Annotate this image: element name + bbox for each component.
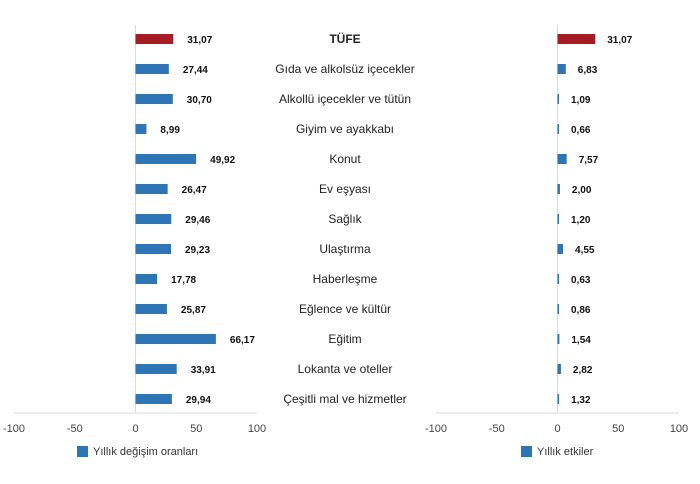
x-tick-label: -50: [67, 423, 83, 435]
x-tick-label: 50: [612, 423, 624, 435]
bar: [557, 184, 560, 194]
data-label: 7,57: [579, 155, 599, 166]
x-tick-label: -50: [489, 423, 505, 435]
category-label: Haberleşme: [313, 272, 378, 286]
category-label: Eğitim: [328, 332, 361, 346]
data-label: 29,23: [185, 245, 210, 256]
bar: [135, 64, 169, 74]
data-label: 2,00: [572, 185, 592, 196]
legend-label: Yıllık değişim oranları: [93, 446, 198, 458]
bar: [557, 124, 559, 134]
category-label: Sağlık: [328, 212, 362, 226]
data-label: 30,70: [187, 95, 212, 106]
bar: [557, 244, 564, 254]
x-tick-label: -100: [425, 423, 447, 435]
category-label: Alkollü içecekler ve tütün: [279, 92, 411, 106]
data-label: 31,07: [607, 35, 632, 46]
data-label: 26,47: [182, 185, 207, 196]
bar: [557, 64, 566, 74]
category-label: Ev eşyası: [319, 182, 371, 196]
data-label: 25,87: [181, 305, 206, 316]
bar: [135, 184, 168, 194]
data-label: 1,20: [571, 215, 591, 226]
category-label: Giyim ve ayakkabı: [296, 122, 394, 136]
bar: [557, 34, 596, 44]
x-tick-label: 0: [132, 423, 138, 435]
data-label: 0,66: [571, 125, 591, 136]
x-tick-label: 0: [554, 423, 560, 435]
x-tick-label: 100: [670, 423, 688, 435]
data-label: 1,54: [571, 335, 591, 346]
bar: [135, 214, 172, 224]
x-tick-label: -100: [3, 423, 25, 435]
x-tick-label: 100: [248, 423, 266, 435]
bar: [135, 334, 216, 344]
category-label: Çeşitli mal ve hizmetler: [283, 392, 406, 406]
data-label: 8,99: [160, 125, 180, 136]
bar: [135, 94, 173, 104]
legend-swatch: [77, 446, 88, 457]
data-label: 66,17: [230, 335, 255, 346]
bar: [135, 34, 174, 44]
data-label: 6,83: [578, 65, 598, 76]
x-tick-label: 50: [190, 423, 202, 435]
bar: [135, 364, 177, 374]
data-label: 29,94: [186, 395, 211, 406]
bar: [135, 304, 167, 314]
bar: [557, 394, 560, 404]
data-label: 0,86: [571, 305, 591, 316]
bar: [557, 334, 560, 344]
data-label: 29,46: [185, 215, 210, 226]
bar: [557, 154, 567, 164]
category-label: TÜFE: [329, 31, 360, 46]
category-label: Ulaştırma: [319, 242, 371, 256]
category-label: Eğlence ve kültür: [299, 302, 391, 316]
bar: [135, 154, 197, 164]
legend-swatch: [521, 446, 532, 457]
bar: [557, 364, 561, 374]
legend-label: Yıllık etkiler: [537, 446, 594, 458]
bar: [135, 124, 147, 134]
category-label: Lokanta ve oteller: [298, 362, 393, 376]
category-label: Konut: [329, 152, 361, 166]
data-label: 33,91: [191, 365, 216, 376]
data-label: 17,78: [171, 275, 196, 286]
bar: [557, 214, 559, 224]
data-label: 1,32: [571, 395, 591, 406]
data-label: 27,44: [183, 65, 208, 76]
bar: [135, 394, 172, 404]
bar: [557, 94, 559, 104]
data-label: 4,55: [575, 245, 595, 256]
data-label: 0,63: [571, 275, 591, 286]
bar: [557, 274, 559, 284]
data-label: 49,92: [210, 155, 235, 166]
data-label: 2,82: [573, 365, 593, 376]
bar: [135, 244, 172, 254]
bar: [557, 304, 559, 314]
data-label: 1,09: [571, 95, 591, 106]
bar: [135, 274, 158, 284]
data-label: 31,07: [187, 35, 212, 46]
category-label: Gıda ve alkolsüz içecekler: [275, 62, 414, 76]
